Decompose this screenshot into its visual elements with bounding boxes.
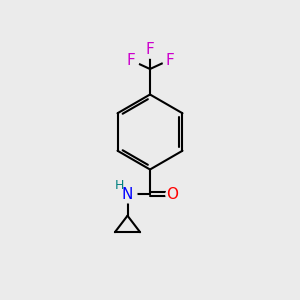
- Text: F: F: [146, 42, 154, 57]
- Text: O: O: [167, 187, 178, 202]
- Text: H: H: [114, 179, 124, 192]
- Text: F: F: [165, 52, 174, 68]
- Text: N: N: [122, 187, 133, 202]
- Text: F: F: [126, 52, 135, 68]
